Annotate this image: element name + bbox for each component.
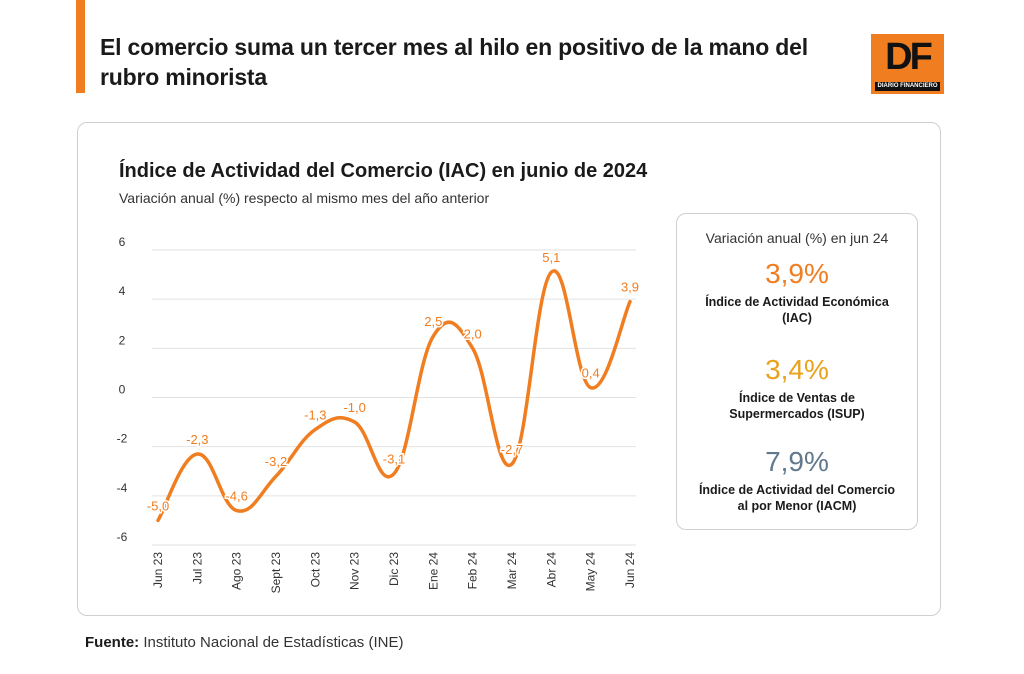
x-tick-label: Feb 24: [466, 552, 480, 590]
chart-card: [77, 122, 941, 616]
x-tick-label: Nov 23: [348, 552, 362, 590]
x-tick-label: Ene 24: [426, 552, 440, 590]
logo-text: DF: [885, 36, 933, 78]
x-tick-label: Jun 24: [623, 552, 637, 588]
y-tick-label: 2: [119, 333, 126, 347]
summary-card: Variación anual (%) en jun 24 3,9% Índic…: [676, 213, 918, 530]
metric-label: Índice de Actividad Económica (IAC): [705, 295, 889, 325]
data-label: -3,1: [383, 452, 405, 467]
metric-value: 3,9%: [765, 258, 829, 289]
y-tick-label: 6: [119, 235, 126, 249]
source-note: Fuente: Instituto Nacional de Estadístic…: [85, 634, 403, 651]
x-tick-label: Mar 24: [505, 552, 519, 590]
data-label: -3,2: [265, 454, 287, 469]
chart-subtitle: Variación anual (%) respecto al mismo me…: [119, 190, 490, 206]
metric-iac: 3,9% Índice de Actividad Económica (IAC): [677, 258, 917, 326]
data-label: -2,3: [186, 432, 208, 447]
x-tick-label: Jul 23: [190, 552, 204, 584]
y-tick-label: -4: [117, 481, 128, 495]
metric-value: 3,4%: [765, 354, 829, 385]
data-label: -1,3: [304, 407, 326, 422]
logo-subtext: DIARIO FINANCIERO: [875, 82, 940, 91]
data-label: 3,9: [621, 280, 639, 295]
accent-bar: [76, 0, 85, 93]
summary-header: Variación anual (%) en jun 24: [705, 230, 889, 246]
x-tick-label: May 24: [584, 552, 598, 592]
source-label: Fuente:: [85, 634, 140, 651]
data-label: 2,5: [424, 314, 442, 329]
y-tick-label: -6: [117, 530, 128, 544]
x-tick-label: Abr 24: [544, 552, 558, 588]
y-tick-label: 0: [119, 383, 126, 397]
data-label: -4,6: [225, 489, 247, 504]
x-tick-label: Oct 23: [308, 552, 322, 588]
data-label: 0,4: [582, 366, 600, 381]
source-text: Instituto Nacional de Estadísticas (INE): [139, 634, 404, 651]
chart-title: Índice de Actividad del Comercio (IAC) e…: [119, 160, 648, 182]
data-label: -1,0: [343, 400, 365, 415]
y-tick-label: 4: [119, 284, 126, 298]
x-tick-label: Jun 23: [151, 552, 165, 588]
x-tick-label: Dic 23: [387, 552, 401, 586]
headline: El comercio suma un tercer mes al hilo e…: [100, 34, 808, 90]
data-label: 5,1: [542, 250, 560, 265]
x-tick-label: Sept 23: [269, 552, 283, 594]
metric-isup: 3,4% Índice de Ventas de Supermercados (…: [677, 354, 917, 422]
data-label: -2,7: [501, 442, 523, 457]
series-line: [156, 269, 632, 523]
x-tick-label: Ago 23: [230, 552, 244, 590]
metric-label: Índice de Ventas de Supermercados (ISUP): [729, 391, 865, 421]
y-tick-label: -2: [117, 432, 128, 446]
data-label: -5,0: [147, 498, 169, 513]
metric-iacm: 7,9% Índice de Actividad del Comercio al…: [677, 446, 917, 514]
data-label: 2,0: [464, 326, 482, 341]
metric-value: 7,9%: [765, 446, 829, 477]
metric-label: Índice de Actividad del Comercio al por …: [698, 483, 896, 513]
df-logo: DF DIARIO FINANCIERO: [871, 34, 944, 94]
